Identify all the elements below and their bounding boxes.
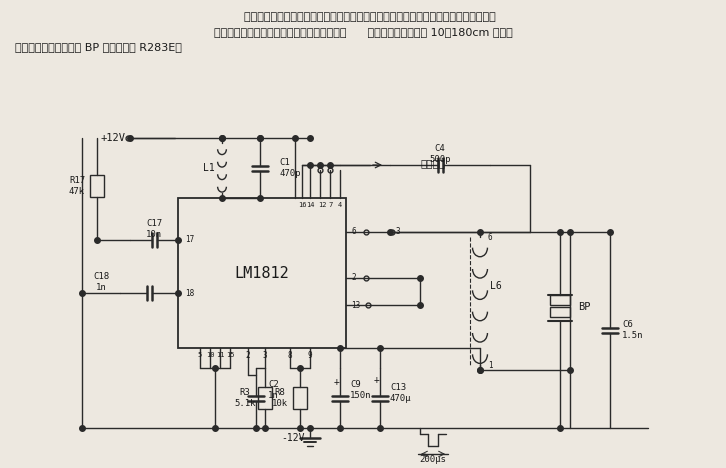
Text: 利用在压力作用下产生的位移量与电压成正比的特性可制成压电元件，它们广泛应用在: 利用在压力作用下产生的位移量与电压成正比的特性可制成压电元件，它们广泛应用在 — [230, 12, 496, 22]
Text: 12: 12 — [318, 202, 327, 208]
Text: 4: 4 — [338, 202, 342, 208]
Text: L6: L6 — [490, 281, 502, 291]
Text: -12V: -12V — [282, 433, 305, 443]
Text: 7: 7 — [328, 202, 333, 208]
Text: R8
10k: R8 10k — [272, 388, 288, 408]
Bar — [293, 387, 307, 409]
Text: 9: 9 — [308, 351, 312, 359]
Text: LM1812: LM1812 — [234, 265, 290, 280]
Text: 11: 11 — [216, 352, 224, 358]
Text: 3: 3 — [263, 351, 267, 359]
Text: R3
5.1k: R3 5.1k — [234, 388, 256, 408]
Text: C1
470p: C1 470p — [279, 158, 301, 178]
Text: 10: 10 — [205, 352, 214, 358]
Text: C17
10n: C17 10n — [146, 219, 162, 239]
Text: 13: 13 — [351, 300, 360, 309]
Bar — [258, 387, 272, 409]
Text: C13
470μ: C13 470μ — [390, 383, 412, 402]
Text: 6: 6 — [488, 233, 493, 241]
Text: 15: 15 — [226, 352, 234, 358]
Text: L1: L1 — [203, 163, 215, 173]
Text: 200μs: 200μs — [420, 455, 446, 465]
Text: 2: 2 — [245, 351, 250, 359]
Text: 14: 14 — [306, 202, 314, 208]
Text: C2
1n: C2 1n — [268, 380, 279, 400]
Text: 逻辑输出: 逻辑输出 — [420, 158, 445, 168]
Text: 16: 16 — [298, 202, 306, 208]
Text: R17
47k: R17 47k — [69, 176, 85, 196]
Bar — [550, 307, 570, 317]
Bar — [90, 175, 104, 197]
Text: BP: BP — [578, 302, 590, 312]
Text: 需要精确测量位移以及电子水平仪等场合。图      示出一种可测量间隔 10～180cm 距离的: 需要精确测量位移以及电子水平仪等场合。图 示出一种可测量间隔 10～180cm … — [213, 27, 513, 37]
Text: C18
1n: C18 1n — [93, 272, 109, 292]
Text: 6: 6 — [351, 227, 356, 236]
Text: 3: 3 — [395, 227, 399, 236]
Text: 8: 8 — [287, 351, 293, 359]
Text: +: + — [374, 375, 380, 385]
Text: +12V: +12V — [100, 133, 126, 143]
Text: C9
150n: C9 150n — [350, 380, 372, 400]
Bar — [178, 198, 346, 348]
Text: 1: 1 — [488, 360, 493, 370]
Text: 2: 2 — [351, 273, 356, 283]
Text: 18: 18 — [185, 288, 195, 298]
Bar — [550, 295, 570, 305]
Text: 超声波测量电路，其中 BP 为压电元件 R283E。: 超声波测量电路，其中 BP 为压电元件 R283E。 — [15, 42, 182, 52]
Text: 5: 5 — [198, 352, 202, 358]
Text: C4
500p: C4 500p — [429, 144, 451, 164]
Text: +: + — [334, 377, 340, 387]
Text: 17: 17 — [185, 235, 195, 244]
Text: C6
1.5n: C6 1.5n — [622, 320, 643, 340]
